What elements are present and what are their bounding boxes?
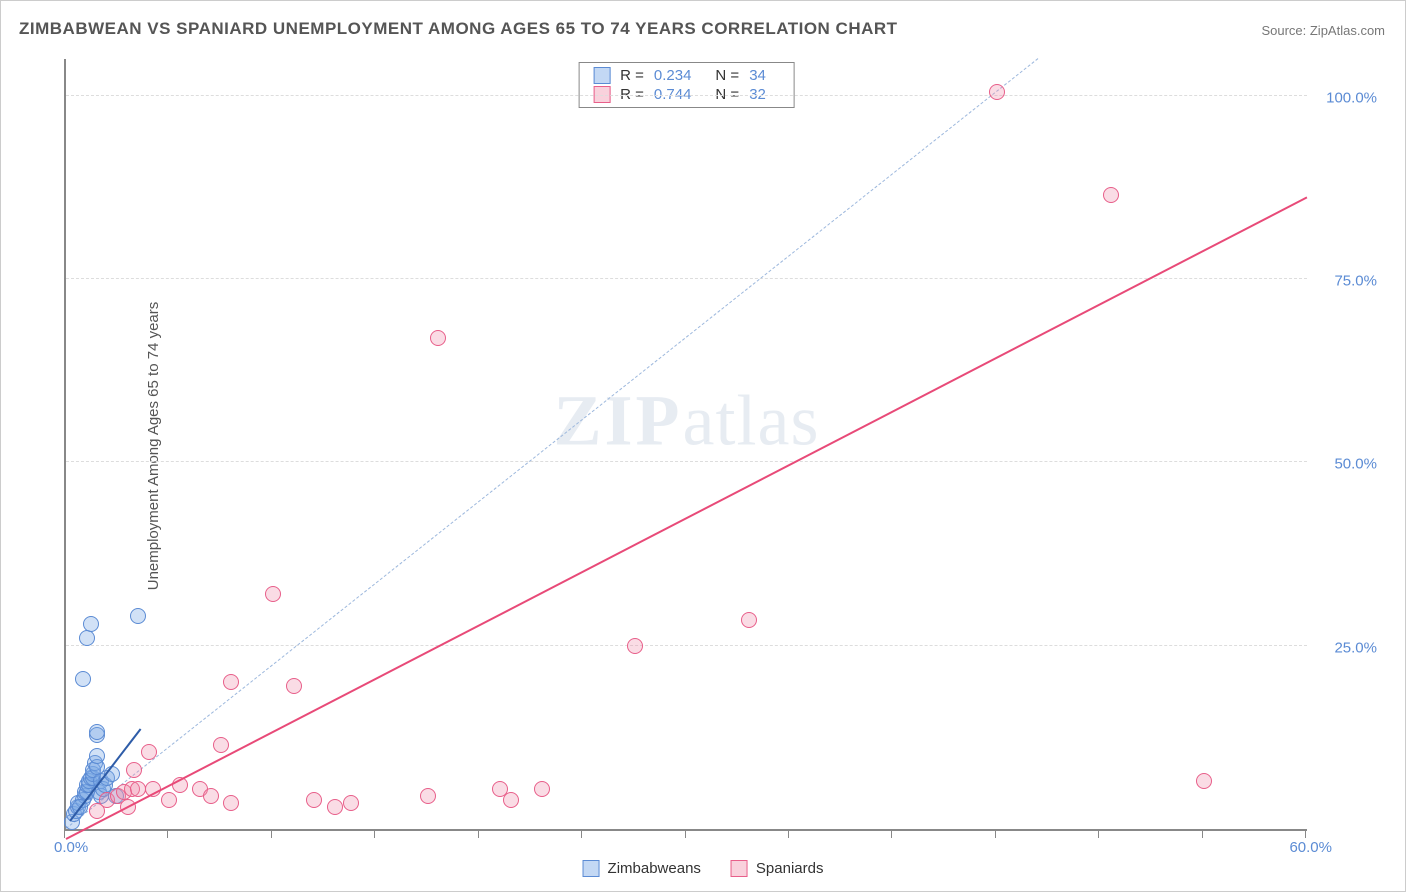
y-tick-label: 75.0%: [1334, 273, 1377, 290]
data-point: [503, 792, 519, 808]
gridline: [66, 278, 1307, 279]
legend-swatch: [731, 860, 748, 877]
data-point: [741, 612, 757, 628]
x-tick: [995, 831, 996, 838]
plot-area: ZIPatlas R =0.234N =34R =0.744N =32: [64, 59, 1307, 831]
x-tick: [374, 831, 375, 838]
data-point: [141, 744, 157, 760]
x-tick: [1202, 831, 1203, 838]
x-tick: [64, 831, 65, 838]
data-point: [83, 616, 99, 632]
data-point: [534, 781, 550, 797]
data-point: [327, 799, 343, 815]
r-label: R =: [620, 67, 644, 84]
data-point: [75, 671, 91, 687]
data-point: [213, 737, 229, 753]
legend-swatch: [583, 860, 600, 877]
data-point: [420, 788, 436, 804]
y-tick-label: 100.0%: [1326, 89, 1377, 106]
legend: Zimbabweans Spaniards: [583, 860, 824, 877]
data-point: [126, 762, 142, 778]
x-axis-end-label: 60.0%: [1289, 839, 1332, 856]
stats-box: R =0.234N =34R =0.744N =32: [578, 62, 795, 108]
data-point: [1196, 773, 1212, 789]
legend-item: Zimbabweans: [583, 860, 701, 877]
watermark: ZIPatlas: [554, 379, 820, 462]
gridline: [66, 645, 1307, 646]
data-point: [79, 630, 95, 646]
source-attribution: Source: ZipAtlas.com: [1261, 23, 1385, 38]
data-point: [627, 638, 643, 654]
stats-row: R = 0.234 N = 34: [579, 66, 794, 85]
x-axis-origin-label: 0.0%: [54, 839, 88, 856]
data-point: [989, 84, 1005, 100]
gridline: [66, 95, 1307, 96]
series-swatch: [593, 67, 610, 84]
data-point: [89, 748, 105, 764]
data-point: [286, 678, 302, 694]
x-tick: [788, 831, 789, 838]
x-tick: [271, 831, 272, 838]
r-value: 0.234: [654, 67, 692, 84]
data-point: [89, 724, 105, 740]
watermark-zip: ZIP: [554, 380, 683, 460]
data-point: [223, 674, 239, 690]
watermark-atlas: atlas: [683, 380, 820, 460]
legend-item: Spaniards: [731, 860, 824, 877]
data-point: [130, 608, 146, 624]
data-point: [203, 788, 219, 804]
x-tick: [685, 831, 686, 838]
data-point: [1103, 187, 1119, 203]
y-tick-label: 50.0%: [1334, 456, 1377, 473]
chart-title: ZIMBABWEAN VS SPANIARD UNEMPLOYMENT AMON…: [19, 19, 898, 39]
x-tick: [1098, 831, 1099, 838]
x-tick: [581, 831, 582, 838]
data-point: [306, 792, 322, 808]
n-value: 34: [749, 67, 766, 84]
trend-line: [66, 196, 1308, 839]
x-tick: [167, 831, 168, 838]
identity-line: [66, 58, 1039, 829]
plot-container: ZIPatlas R =0.234N =34R =0.744N =32 25.0…: [49, 59, 1387, 831]
gridline: [66, 461, 1307, 462]
x-tick: [1305, 831, 1306, 838]
y-tick-label: 25.0%: [1334, 639, 1377, 656]
data-point: [265, 586, 281, 602]
data-point: [343, 795, 359, 811]
legend-label: Zimbabweans: [608, 860, 701, 877]
x-tick: [478, 831, 479, 838]
legend-label: Spaniards: [756, 860, 824, 877]
n-label: N =: [715, 67, 739, 84]
data-point: [161, 792, 177, 808]
data-point: [430, 330, 446, 346]
x-tick: [891, 831, 892, 838]
data-point: [223, 795, 239, 811]
